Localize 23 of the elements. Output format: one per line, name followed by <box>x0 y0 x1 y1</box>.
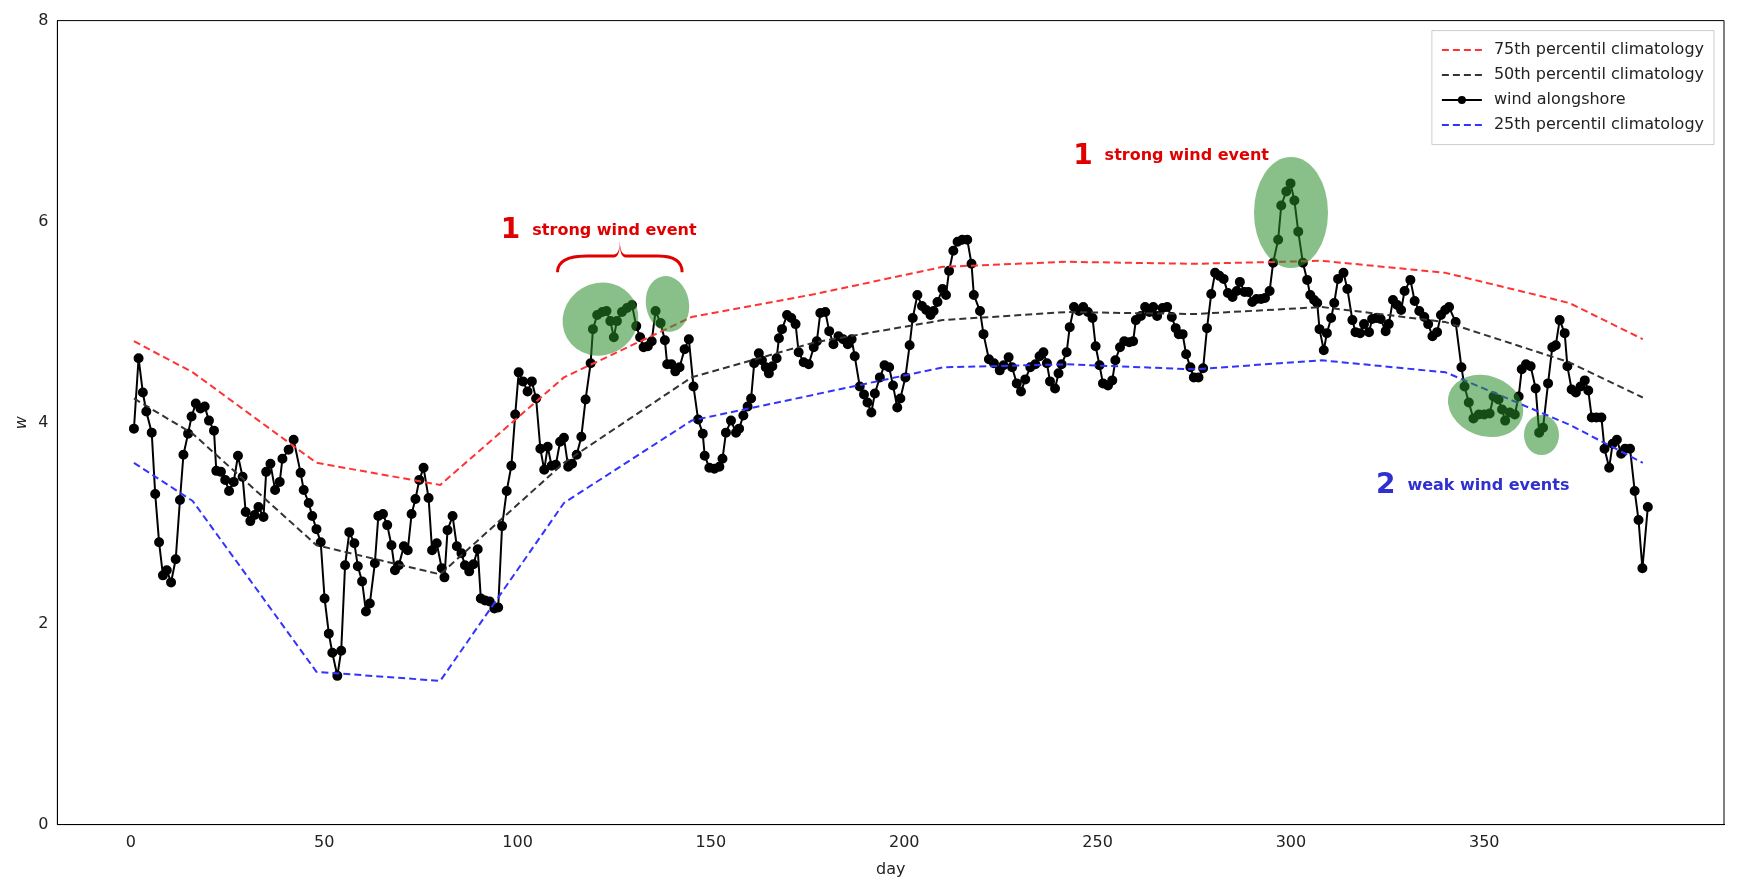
annotation: 1 strong wind event <box>1073 137 1270 171</box>
y-tick-label: 6 <box>38 210 49 230</box>
x-tick-label: 150 <box>695 832 727 852</box>
x-tick-label: 350 <box>1468 832 1500 852</box>
x-tick-label: 50 <box>314 832 335 852</box>
x-axis-title: day <box>875 858 906 878</box>
line-series <box>132 359 1644 682</box>
legend-label: wind alongshore <box>1493 89 1626 109</box>
x-tick-label: 250 <box>1082 832 1113 852</box>
x-tick-label: 0 <box>125 832 136 852</box>
legend-label: 25th percentil climatology <box>1493 114 1705 134</box>
x-tick-label: 100 <box>502 832 533 852</box>
legend-label: 50th percentil climatology <box>1493 64 1705 84</box>
y-tick-label: 8 <box>38 9 49 29</box>
annotation: 1 strong wind event <box>500 211 697 245</box>
y-tick-label: 2 <box>38 612 49 632</box>
legend-label: 75th percentil climatology <box>1493 39 1705 59</box>
annotation: 2 weak wind events <box>1375 467 1570 501</box>
y-axis-title: w <box>10 415 30 430</box>
x-tick-label: 300 <box>1275 832 1307 852</box>
y-tick-label: 4 <box>38 411 49 431</box>
y-tick-label: 0 <box>38 813 49 833</box>
x-tick-label: 200 <box>888 832 920 852</box>
